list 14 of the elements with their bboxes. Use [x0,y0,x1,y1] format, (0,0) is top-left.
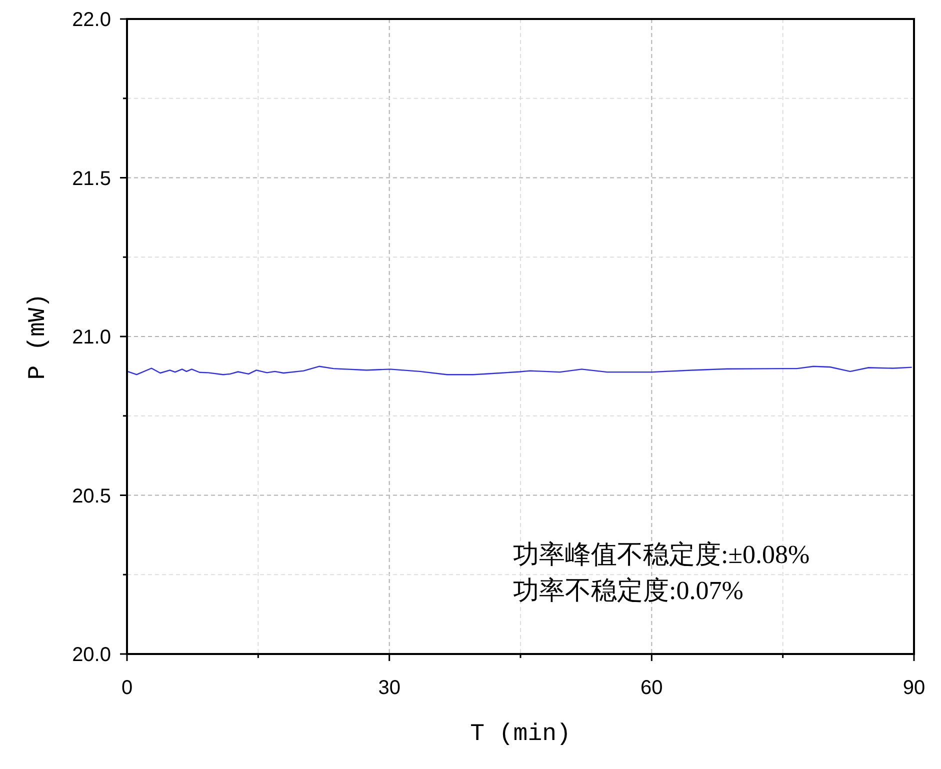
x-tick-label: 30 [378,677,400,699]
y-tick-label: 20.0 [72,644,111,666]
y-axis-title: P (mW) [25,293,52,380]
y-tick-label: 22.0 [72,9,111,31]
line-series [128,366,912,376]
y-tick-label: 21.5 [72,168,111,190]
y-tick-label: 21.0 [72,326,111,348]
y-tick-label: 20.5 [72,485,111,508]
x-tick-label: 90 [902,677,926,699]
annotation: 功率不稳定度:0.07% [513,576,744,605]
x-axis-title: T (min) [470,721,571,748]
annotation: 功率峰值不稳定度:±0.08% [513,540,810,569]
x-tick-label: 60 [640,677,663,699]
x-tick-label: 0 [121,677,133,699]
